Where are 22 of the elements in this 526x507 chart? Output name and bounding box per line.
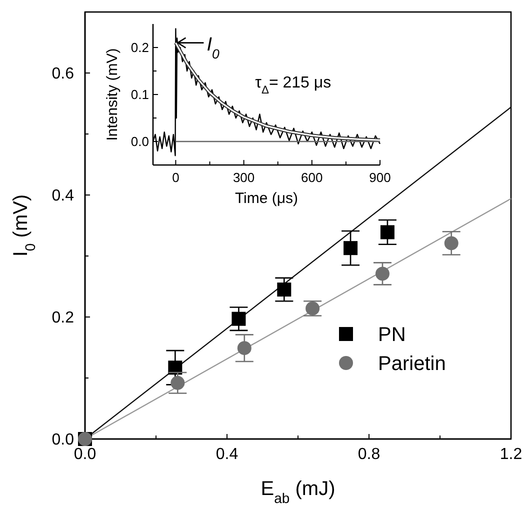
x-tick-label: 0.8	[358, 446, 380, 463]
x-tick-label: 0.0	[74, 446, 96, 463]
x-tick-label: 300	[232, 170, 255, 185]
y-tick-label: 0.0	[130, 134, 149, 150]
annotation: I$_{0}$	[206, 34, 220, 61]
y-tick-label: 0.0	[52, 432, 74, 449]
y-tick-label: 0.4	[52, 188, 74, 205]
y-tick-label: 0.6	[52, 66, 74, 83]
x-tick-label: 1.2	[500, 446, 522, 463]
x-axis-title: Time (μs)	[234, 190, 298, 207]
y-axis-title: Intensity (mV)	[104, 48, 121, 141]
y-tick-label: 0.2	[130, 40, 149, 56]
x-tick-label: 600	[301, 170, 323, 185]
legend-label: Parietin	[378, 353, 446, 375]
x-tick-label: 0.4	[216, 446, 238, 463]
y-tick-label: 0.1	[130, 87, 149, 102]
legend-label: PN	[378, 324, 406, 346]
y-tick-label: 0.2	[52, 310, 74, 327]
x-tick-label: 0	[172, 170, 180, 185]
x-tick-label: 900	[369, 170, 391, 185]
annotation: τ$_{Δ}$= 215 μs	[255, 74, 332, 96]
x-axis-title: E$_{ab}$ (mJ)	[260, 478, 336, 506]
